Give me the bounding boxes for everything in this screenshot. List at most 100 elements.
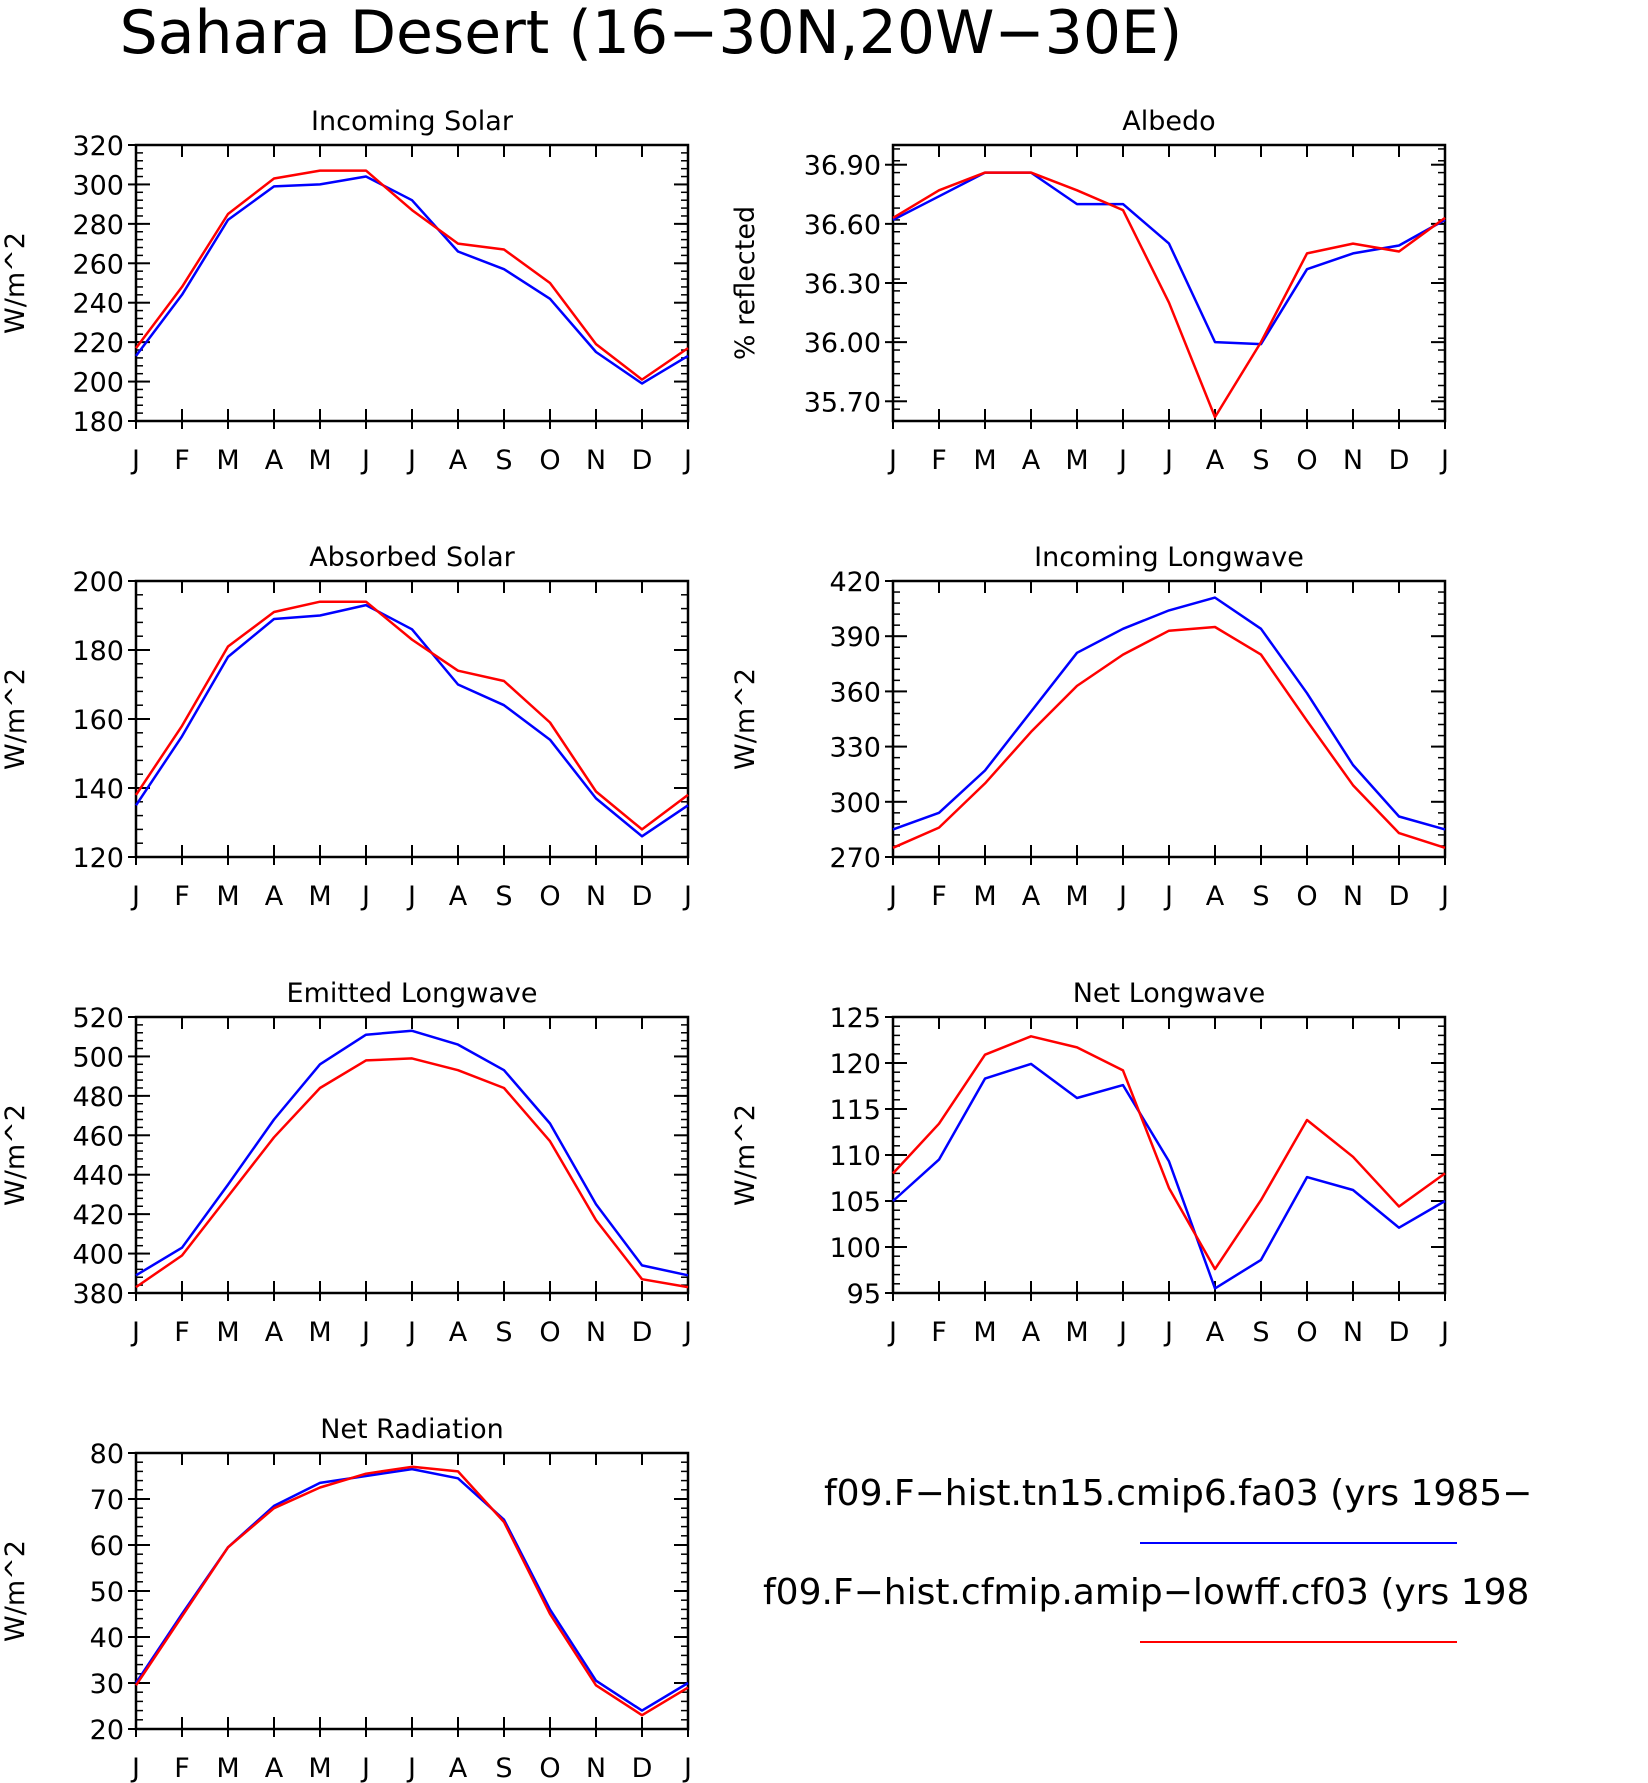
x-tick-label: J (406, 1753, 416, 1783)
plot-frame (891, 1015, 1447, 1295)
x-tick-label: A (265, 881, 284, 912)
x-tick-label: N (1343, 1317, 1363, 1348)
y-tick-label: 330 (829, 733, 881, 764)
x-tick-label: M (308, 445, 331, 476)
x-tick-label: A (265, 445, 284, 476)
y-tick-label: 110 (829, 1141, 881, 1172)
y-tick-label: 280 (72, 210, 124, 241)
y-tick-label: 520 (72, 1003, 124, 1034)
x-tick-label: N (586, 881, 606, 912)
x-tick-label: A (449, 1753, 468, 1783)
y-tick-label: 80 (90, 1439, 124, 1470)
x-tick-label: M (1065, 881, 1088, 912)
x-tick-label: N (586, 1317, 606, 1348)
x-tick-label: J (130, 881, 140, 912)
x-tick-label: O (539, 1753, 560, 1783)
x-tick-label: N (1343, 881, 1363, 912)
y-tick-label: 50 (90, 1577, 124, 1608)
x-tick-label: J (406, 881, 416, 912)
plot-frame (891, 579, 1447, 859)
x-tick-label: D (1389, 1317, 1410, 1348)
chart-title: Net Radiation (320, 1414, 504, 1445)
y-tick-label: 200 (72, 567, 124, 598)
x-tick-label: O (1296, 881, 1317, 912)
x-tick-label: M (973, 445, 996, 476)
y-tick-label: 420 (72, 1200, 124, 1231)
series-line-1 (892, 1062, 1446, 1290)
x-tick-label: J (360, 881, 370, 912)
x-tick-label: F (174, 1317, 190, 1348)
x-tick-label: J (1439, 1317, 1449, 1348)
y-tick-label: 100 (829, 1233, 881, 1264)
y-tick-label: 120 (72, 843, 124, 874)
x-tick-label: M (308, 1753, 331, 1783)
x-tick-label: S (495, 1753, 512, 1783)
x-tick-label: F (174, 881, 190, 912)
y-tick-label: 460 (72, 1121, 124, 1152)
x-tick-label: A (1022, 881, 1041, 912)
x-tick-label: S (495, 445, 512, 476)
x-tick-label: F (174, 1753, 190, 1783)
y-tick-label: 60 (90, 1531, 124, 1562)
y-tick-label: 500 (72, 1042, 124, 1073)
x-tick-label: D (1389, 881, 1410, 912)
y-tick-label: 180 (72, 407, 124, 438)
y-tick-label: 300 (829, 788, 881, 819)
x-tick-label: J (682, 1753, 692, 1783)
x-tick-label: A (449, 445, 468, 476)
x-tick-label: J (1439, 445, 1449, 476)
x-tick-label: M (1065, 1317, 1088, 1348)
x-tick-label: F (931, 881, 947, 912)
series-line-2 (135, 1057, 689, 1289)
series-line-1 (134, 603, 689, 838)
y-tick-label: 380 (72, 1279, 124, 1310)
y-tick-label: 35.70 (804, 387, 881, 418)
x-tick-label: A (1206, 1317, 1225, 1348)
y-axis-label: % reflected (730, 206, 761, 360)
legend-label-series-1: f09.F−hist.tn15.cmip6.fa03 (yrs 1985− (824, 1473, 1532, 1514)
series-line-1 (135, 175, 689, 385)
chart-title: Net Longwave (1073, 978, 1266, 1009)
chart-title: Emitted Longwave (287, 978, 538, 1009)
y-tick-label: 320 (72, 131, 124, 162)
y-tick-label: 390 (829, 622, 881, 653)
x-tick-label: J (1163, 445, 1173, 476)
x-tick-label: J (887, 1317, 897, 1348)
y-axis-label: W/m^2 (730, 1104, 761, 1206)
y-tick-label: 140 (72, 774, 124, 805)
plot-frame (134, 579, 690, 859)
x-tick-label: A (1206, 881, 1225, 912)
x-tick-label: O (1296, 445, 1317, 476)
x-tick-label: F (931, 445, 947, 476)
y-tick-label: 420 (829, 567, 881, 598)
x-tick-label: S (495, 881, 512, 912)
y-axis-label: W/m^2 (730, 668, 761, 770)
x-tick-label: A (1206, 445, 1225, 476)
x-tick-label: D (632, 445, 653, 476)
series-line-2 (892, 171, 1446, 419)
x-tick-label: J (130, 1317, 140, 1348)
x-tick-label: N (586, 1753, 606, 1783)
series-line-2 (134, 1465, 689, 1717)
series-line-1 (134, 1467, 689, 1712)
x-tick-label: S (1252, 881, 1269, 912)
series-line-2 (892, 625, 1446, 849)
x-tick-label: F (174, 445, 190, 476)
y-tick-label: 36.60 (804, 210, 881, 241)
y-axis-label: W/m^2 (0, 668, 31, 770)
x-tick-label: M (1065, 445, 1088, 476)
x-tick-label: J (1117, 881, 1127, 912)
x-tick-label: J (406, 445, 416, 476)
x-tick-label: J (1163, 1317, 1173, 1348)
y-tick-label: 40 (90, 1623, 124, 1654)
x-tick-label: A (449, 1317, 468, 1348)
chart-title: Incoming Solar (311, 106, 514, 137)
x-tick-label: J (682, 881, 692, 912)
